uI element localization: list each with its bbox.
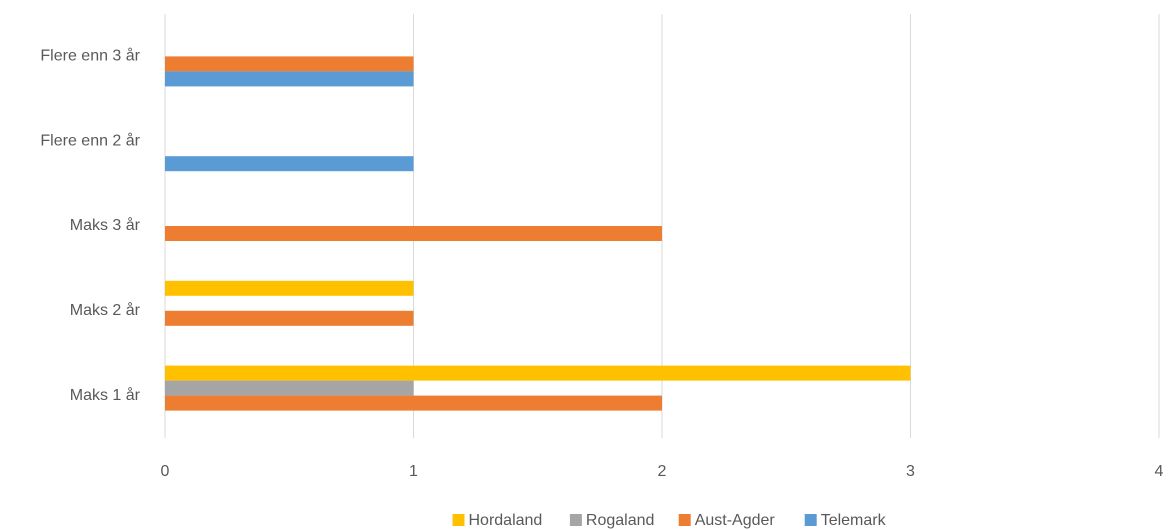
bar (165, 156, 414, 172)
bar (165, 226, 662, 241)
legend-label: Hordaland (469, 512, 543, 529)
y-tick-label: Maks 3 år (70, 216, 141, 234)
bar (165, 310, 414, 326)
y-tick-label: Flere enn 3 år (40, 47, 140, 65)
x-tick-label: 4 (1155, 463, 1164, 480)
x-tick-label: 2 (658, 463, 667, 480)
bar (165, 395, 662, 411)
bar (165, 280, 414, 296)
bar (165, 380, 414, 396)
x-tick-label: 1 (409, 463, 418, 480)
legend-label: Aust-Agder (695, 512, 776, 529)
legend-swatch (569, 514, 582, 526)
y-tick-label: Maks 1 år (70, 386, 141, 404)
bar (165, 365, 911, 381)
bar (165, 71, 414, 87)
legend-swatch (804, 514, 817, 526)
x-tick-label: 3 (906, 463, 915, 480)
x-tick-label: 0 (161, 463, 170, 480)
y-tick-label: Flere enn 2 år (40, 131, 140, 149)
legend-label: Rogaland (586, 512, 655, 529)
y-tick-label: Maks 2 år (70, 301, 141, 319)
bar (165, 56, 414, 72)
legend-swatch (678, 514, 691, 526)
legend-label: Telemark (821, 512, 887, 529)
legend-swatch (452, 514, 465, 526)
